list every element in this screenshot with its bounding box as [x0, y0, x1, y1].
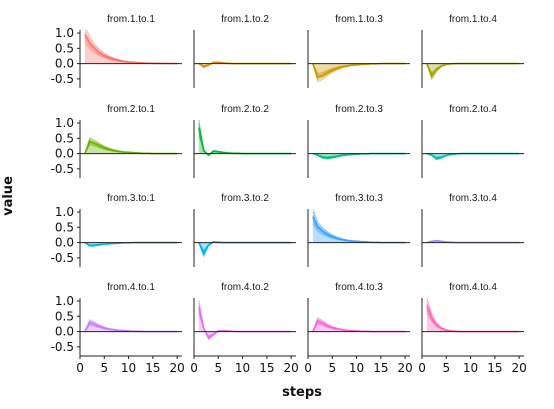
strip-label: from.2.to.2 [221, 104, 269, 115]
panel-from-3-to-4: from.3.to.4 [421, 193, 524, 267]
x-tick-label: 15 [259, 361, 274, 375]
strip-label: from.3.to.1 [107, 193, 155, 204]
strip-label: from.4.to.3 [335, 282, 383, 293]
x-tick-label: 5 [442, 361, 450, 375]
strip-label: from.2.to.1 [107, 104, 155, 115]
panel-from-4-to-4: from.4.to.4 0 5 10 15 20 [418, 282, 527, 375]
draw-line [198, 241, 292, 256]
strip-label: from.4.to.2 [221, 282, 269, 293]
strip-label: from.3.to.4 [449, 193, 497, 204]
y-tick-label: 0.0 [55, 236, 74, 250]
series-area [198, 307, 292, 338]
strip-label: from.2.to.4 [449, 104, 497, 115]
series-area [426, 305, 520, 332]
x-tick-label: 5 [100, 361, 108, 375]
x-tick-label: 20 [284, 361, 299, 375]
series-area [84, 242, 178, 246]
y-tick-label: -0.5 [51, 72, 74, 86]
panel-from-2-to-4: from.2.to.4 [421, 104, 524, 178]
strip-label: from.2.to.3 [335, 104, 383, 115]
x-tick-label: 0 [418, 361, 426, 375]
strip-label: from.1.to.1 [107, 14, 155, 25]
y-tick-label: 1.0 [55, 26, 74, 40]
series-area [84, 322, 178, 332]
x-tick-label: 20 [398, 361, 413, 375]
x-tick-label: 0 [190, 361, 198, 375]
y-tick-label: 0.5 [55, 309, 74, 323]
y-tick-label: -0.5 [51, 251, 74, 265]
x-tick-label: 5 [328, 361, 336, 375]
x-tick-label: 15 [145, 361, 160, 375]
y-tick-label: 0.0 [55, 147, 74, 161]
y-tick-label: 1.0 [55, 294, 74, 308]
y-tick-label: 0.5 [55, 41, 74, 55]
strip-label: from.1.to.3 [335, 14, 383, 25]
y-tick-label: -0.5 [51, 162, 74, 176]
strip-label: from.3.to.2 [221, 193, 269, 204]
x-tick-label: 20 [512, 361, 527, 375]
x-tick-label: 10 [463, 361, 478, 375]
x-tick-label: 5 [214, 361, 222, 375]
panel-from-4-to-3: from.4.to.3 0 5 10 15 20 [304, 282, 413, 375]
strip-label: from.1.to.4 [449, 14, 497, 25]
x-tick-label: 15 [373, 361, 388, 375]
panel-from-1-to-4: from.1.to.4 [421, 14, 524, 88]
x-tick-label: 0 [304, 361, 312, 375]
draw-line [426, 298, 520, 333]
draw-line [198, 120, 292, 157]
x-axis-label: steps [282, 385, 322, 400]
draw-line [198, 241, 292, 257]
panel-from-3-to-2: from.3.to.2 [193, 193, 296, 267]
series-area [84, 141, 178, 154]
panel-from-4-to-1: from.4.to.1 0 5 10 15 20 1.00.5 0.0-0.5 [51, 282, 185, 375]
series-area [312, 216, 406, 243]
panel-from-1-to-2: from.1.to.2 [193, 14, 296, 88]
draw-line [198, 241, 292, 254]
series-area [84, 34, 178, 64]
series-area [312, 153, 406, 158]
series-area [198, 241, 292, 254]
draw-line [198, 241, 292, 258]
x-tick-label: 15 [487, 361, 502, 375]
series-area [312, 320, 406, 332]
strip-label: from.1.to.2 [221, 14, 269, 25]
draw-line [198, 241, 292, 253]
x-tick-label: 0 [76, 361, 84, 375]
panel-from-2-to-1: from.2.to.1 1.00.5 0.0-0.5 [51, 104, 182, 178]
strip-label: from.4.to.4 [449, 282, 497, 293]
y-axis-label: value [1, 176, 16, 216]
panel-from-3-to-3: from.3.to.3 [307, 193, 410, 267]
series-area [312, 63, 406, 78]
y-tick-label: 0.5 [55, 131, 74, 145]
y-tick-label: 1.0 [55, 205, 74, 219]
panel-from-1-to-3: from.1.to.3 [307, 14, 410, 88]
x-tick-label: 20 [170, 361, 185, 375]
panel-from-2-to-3: from.2.to.3 [307, 104, 410, 178]
x-tick-label: 10 [349, 361, 364, 375]
panel-from-3-to-1: from.3.to.1 1.00.5 0.0-0.5 [51, 193, 182, 267]
y-tick-label: -0.5 [51, 340, 74, 354]
panel-from-1-to-1: from.1.to.1 1.00.5 0.0-0.5 [51, 14, 182, 88]
y-tick-label: 0.0 [55, 57, 74, 71]
x-tick-label: 10 [121, 361, 136, 375]
y-tick-label: 0.0 [55, 325, 74, 339]
series-line [198, 241, 292, 255]
y-tick-label: 0.5 [55, 220, 74, 234]
strip-label: from.4.to.1 [107, 282, 155, 293]
y-tick-label: 1.0 [55, 116, 74, 130]
series-area [426, 63, 520, 76]
x-tick-label: 10 [235, 361, 250, 375]
panel-from-4-to-2: from.4.to.2 0 5 10 15 20 [190, 282, 299, 375]
panel-from-2-to-2: from.2.to.2 [193, 104, 296, 178]
strip-label: from.3.to.3 [335, 193, 383, 204]
